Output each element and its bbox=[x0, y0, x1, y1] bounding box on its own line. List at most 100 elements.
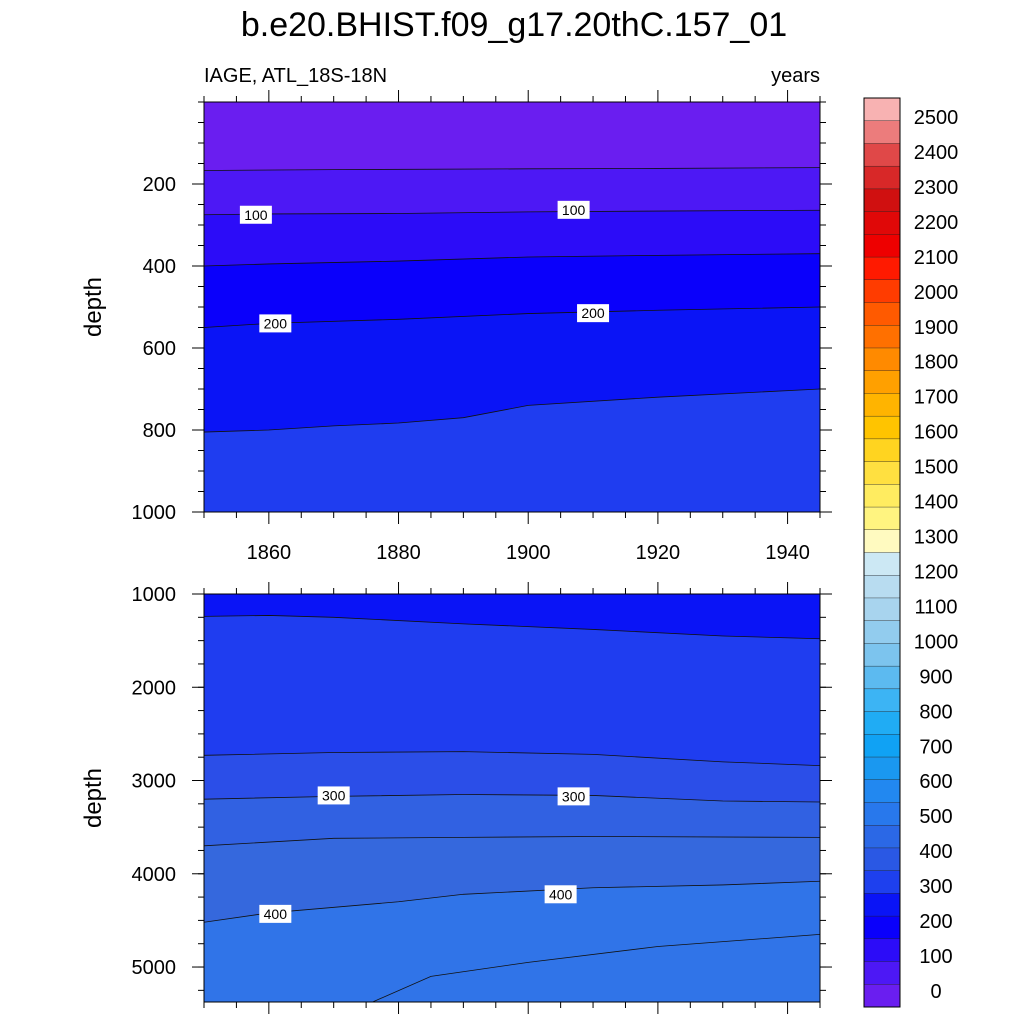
contour-fill-region bbox=[204, 594, 820, 639]
colorbar-swatch bbox=[863, 234, 901, 258]
contour-label: 300 bbox=[557, 787, 590, 806]
contour-label-text: 200 bbox=[264, 315, 288, 331]
colorbar-swatch bbox=[863, 484, 901, 508]
colorbar-label: 900 bbox=[919, 666, 952, 688]
y-tick-label: 4000 bbox=[132, 864, 177, 886]
contour-label-text: 400 bbox=[264, 906, 288, 922]
y-tick-label: 800 bbox=[143, 420, 176, 442]
colorbar-label: 1900 bbox=[914, 317, 959, 339]
colorbar-swatch bbox=[863, 575, 901, 599]
colorbar-label: 1400 bbox=[914, 492, 959, 514]
colorbar-swatch bbox=[863, 188, 901, 213]
contour-label-box bbox=[317, 786, 350, 805]
contour-line bbox=[372, 933, 821, 1003]
colorbar-swatch bbox=[863, 779, 901, 803]
contour-label-text: 400 bbox=[549, 886, 573, 902]
contour-line bbox=[203, 751, 821, 766]
colorbar-swatch bbox=[863, 120, 901, 144]
contour-label: 200 bbox=[259, 314, 292, 333]
colorbar-swatch bbox=[863, 984, 901, 1008]
x-tick-label: 1900 bbox=[506, 542, 551, 564]
contour-label: 100 bbox=[557, 200, 590, 219]
colorbar-swatch bbox=[863, 143, 901, 167]
colorbar-swatch bbox=[863, 211, 901, 235]
colorbar-swatch bbox=[863, 461, 901, 485]
colorbar-swatch bbox=[863, 665, 901, 690]
colorbar-swatch bbox=[863, 415, 901, 440]
contour-label-box bbox=[557, 787, 590, 806]
colorbar-swatch bbox=[863, 165, 901, 190]
colorbar-label: 400 bbox=[919, 841, 952, 863]
colorbar-label: 2300 bbox=[914, 177, 959, 199]
x-tick-label: 1860 bbox=[247, 542, 292, 564]
colorbar-swatch bbox=[863, 597, 901, 622]
colorbar-label: 100 bbox=[919, 946, 952, 968]
colorbar-label: 200 bbox=[919, 911, 952, 933]
contour-label: 100 bbox=[239, 205, 272, 224]
contour-label: 400 bbox=[544, 885, 577, 904]
colorbar-swatch bbox=[863, 529, 901, 554]
y-tick-label: 200 bbox=[143, 174, 176, 196]
colorbar-swatch bbox=[863, 256, 901, 281]
contour-line bbox=[203, 615, 821, 640]
colorbar-swatch bbox=[863, 825, 901, 849]
colorbar-label: 1500 bbox=[914, 457, 959, 479]
colorbar-swatch bbox=[863, 552, 901, 576]
y-tick-label: 2000 bbox=[132, 677, 177, 699]
contour-label-text: 300 bbox=[562, 788, 586, 804]
y-tick-label: 5000 bbox=[132, 957, 177, 979]
contour-label-text: 100 bbox=[244, 207, 268, 223]
contour-label-text: 200 bbox=[581, 305, 605, 321]
colorbar-swatch bbox=[863, 756, 901, 781]
colorbar-swatch bbox=[863, 802, 901, 826]
contour-line bbox=[203, 167, 821, 171]
contour-label-box bbox=[259, 904, 292, 923]
plot-frame bbox=[203, 593, 821, 1003]
x-tick-label: 1880 bbox=[376, 542, 421, 564]
y-tick-label: 3000 bbox=[132, 771, 177, 793]
colorbar: 2500240023002200210020001900180017001600… bbox=[863, 97, 959, 1008]
colorbar-swatch bbox=[863, 938, 901, 963]
contour-label: 300 bbox=[317, 786, 350, 805]
contour-line bbox=[203, 836, 821, 847]
contour-label-text: 300 bbox=[322, 787, 346, 803]
colorbar-swatch bbox=[863, 393, 901, 417]
colorbar-swatch bbox=[863, 302, 901, 326]
colorbar-label: 1600 bbox=[914, 422, 959, 444]
colorbar-label: 0 bbox=[930, 981, 941, 1003]
colorbar-swatch bbox=[863, 847, 901, 872]
y-axis-label: depth bbox=[80, 277, 107, 337]
contour-fill-region bbox=[204, 594, 820, 766]
colorbar-frame bbox=[863, 97, 901, 1008]
colorbar-swatch bbox=[863, 688, 901, 713]
colorbar-label: 1000 bbox=[914, 631, 959, 653]
colorbar-label: 300 bbox=[919, 876, 952, 898]
colorbar-swatch bbox=[863, 734, 901, 758]
y-axis-label: depth bbox=[80, 768, 107, 828]
contour-line bbox=[203, 388, 821, 433]
y-tick-label: 400 bbox=[143, 256, 176, 278]
colorbar-swatch bbox=[863, 325, 901, 349]
contour-line bbox=[203, 253, 821, 267]
colorbar-swatch bbox=[863, 643, 901, 667]
subtitle-left: IAGE, ATL_18S-18N bbox=[204, 65, 387, 87]
colorbar-label: 2000 bbox=[914, 282, 959, 304]
contour-label-text: 100 bbox=[562, 202, 586, 218]
colorbar-label: 800 bbox=[919, 701, 952, 723]
colorbar-swatch bbox=[863, 347, 901, 372]
upper-panel: 100 100 200 200 1860 1880 1900 1920 1940 200 400 60… bbox=[80, 90, 832, 564]
contour-line bbox=[203, 794, 821, 803]
y-tick-label: 1000 bbox=[132, 502, 177, 524]
y-tick-label: 1000 bbox=[132, 584, 177, 606]
contour-line bbox=[203, 306, 821, 328]
colorbar-swatch bbox=[863, 893, 901, 917]
x-tick-label: 1920 bbox=[636, 542, 681, 564]
colorbar-label: 2400 bbox=[914, 142, 959, 164]
colorbar-label: 600 bbox=[919, 771, 952, 793]
colorbar-swatch bbox=[863, 279, 901, 304]
contour-fill-region bbox=[204, 102, 820, 171]
colorbar-label: 1200 bbox=[914, 561, 959, 583]
colorbar-label: 2100 bbox=[914, 247, 959, 269]
colorbar-label: 1300 bbox=[914, 527, 959, 549]
